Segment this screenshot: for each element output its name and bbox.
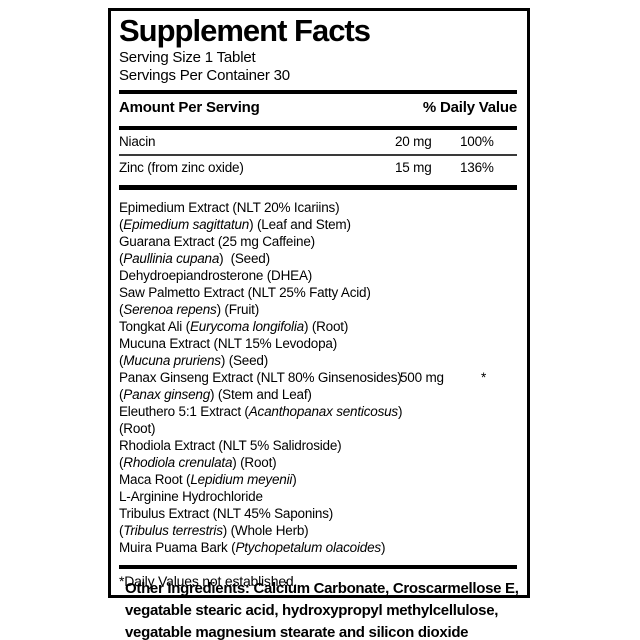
blend-text: Panax Ginseng Extract (NLT 80% Ginsenosi… — [119, 370, 402, 385]
blend-text: ) — [397, 404, 403, 419]
nutrient-name: Zinc (from zinc oxide) — [119, 160, 244, 175]
blend-text: Tongkat Ali ( — [119, 319, 190, 334]
blend-text: ( — [119, 523, 124, 538]
blend-text: Muira Puama Bark ( — [119, 540, 236, 555]
blend-text: ( — [119, 302, 124, 317]
nutrient-amount: 20 mg — [395, 134, 432, 149]
other-ingredients-line: Other Ingredients: Calcium Carbonate, Cr… — [125, 580, 519, 597]
blend-text: ) (Seed) — [219, 251, 270, 266]
botanical-name: Serenoa repens — [123, 302, 217, 317]
blend-line: Tongkat Ali (Eurycoma longifolia) (Root) — [119, 318, 517, 335]
daily-value-footnote: *Daily Values not established. — [119, 573, 298, 589]
blend-text: L-Arginine Hydrochloride — [119, 489, 263, 504]
blend-line: Panax Ginseng Extract (NLT 80% Ginsenosi… — [119, 369, 517, 386]
blend-text: ) (Root) — [303, 319, 349, 334]
blend-text: Rhodiola Extract (NLT 5% Salidroside) — [119, 438, 342, 453]
blend-line: Muira Puama Bark (Ptychopetalum olacoide… — [119, 539, 517, 556]
supplement-facts-panel: Supplement Facts Serving Size 1 Tablet S… — [108, 8, 530, 598]
blend-amount: 500 mg — [400, 370, 444, 385]
blend-text: ) (Root) — [232, 455, 277, 470]
panel-title: Supplement Facts — [119, 13, 371, 48]
blend-line: Eleuthero 5:1 Extract (Acanthopanax sent… — [119, 403, 517, 420]
rule-header-bottom — [119, 126, 517, 130]
rule-blend-top — [119, 185, 517, 190]
servings-per-container: Servings Per Container 30 — [119, 67, 290, 84]
other-ingredients: Other Ingredients: Calcium Carbonate, Cr… — [125, 578, 519, 640]
blend-text: Epimedium Extract (NLT 20% Icariins) — [119, 200, 340, 215]
blend-text: Maca Root ( — [119, 472, 191, 487]
column-header-row: Amount Per Serving % Daily Value — [119, 94, 517, 121]
blend-text: Guarana Extract (25 mg Caffeine) — [119, 234, 315, 249]
botanical-name: Lepidium meyenii — [190, 472, 293, 487]
blend-line: Saw Palmetto Extract (NLT 25% Fatty Acid… — [119, 284, 517, 301]
blend-text: Eleuthero 5:1 Extract ( — [119, 404, 249, 419]
blend-text: ( — [119, 455, 124, 470]
blend-line: (Panax ginseng) (Stem and Leaf) — [119, 386, 517, 403]
blend-text: ( — [119, 353, 124, 368]
botanical-name: Ptychopetalum olacoides — [235, 540, 381, 555]
blend-line: (Mucuna pruriens) (Seed) — [119, 352, 517, 369]
proprietary-blend-list: Epimedium Extract (NLT 20% Icariins) (Epi… — [119, 190, 517, 560]
blend-line: Dehydroepiandrosterone (DHEA) — [119, 267, 517, 284]
other-ingredients-line: vegatable stearic acid, hydroxypropyl me… — [125, 602, 499, 619]
botanical-name: Rhodiola crenulata — [123, 455, 233, 470]
blend-line: (Paullinia cupana) (Seed) — [119, 250, 517, 267]
blend-dv-asterisk: * — [481, 370, 487, 385]
blend-line: Tribulus Extract (NLT 45% Saponins) — [119, 505, 517, 522]
nutrient-dv: 136% — [460, 160, 494, 175]
nutrient-amount: 15 mg — [395, 160, 432, 175]
blend-line: Guarana Extract (25 mg Caffeine) — [119, 233, 517, 250]
blend-line: Maca Root (Lepidium meyenii) — [119, 471, 517, 488]
blend-text: ( — [119, 217, 124, 232]
blend-text: ) (Seed) — [220, 353, 269, 368]
nutrient-row-niacin: Niacin 20 mg 100% — [119, 130, 517, 154]
blend-text: ) (Stem and Leaf) — [210, 387, 312, 402]
rule-footnote-top — [119, 565, 517, 569]
blend-text: Dehydroepiandrosterone (DHEA) — [119, 268, 313, 283]
blend-line: (Root) — [119, 420, 517, 437]
blend-line: Mucuna Extract (NLT 15% Levodopa) — [119, 335, 517, 352]
blend-line: Epimedium Extract (NLT 20% Icariins) — [119, 199, 517, 216]
blend-text: (Root) — [119, 421, 156, 436]
blend-text: ) — [380, 540, 386, 555]
blend-line: L-Arginine Hydrochloride — [119, 488, 517, 505]
blend-text: ( — [119, 387, 124, 402]
botanical-name: Acanthopanax senticosus — [248, 404, 398, 419]
botanical-name: Tribulus terrestris — [123, 523, 223, 538]
header-percent-daily-value: % Daily Value — [422, 99, 517, 116]
blend-text: ) (Fruit) — [216, 302, 260, 317]
blend-line: Rhodiola Extract (NLT 5% Salidroside) — [119, 437, 517, 454]
botanical-name: Eurycoma longifolia — [189, 319, 304, 334]
botanical-name: Mucuna pruriens — [123, 353, 221, 368]
nutrient-name: Niacin — [119, 134, 156, 149]
botanical-name: Paullinia cupana — [123, 251, 220, 266]
header-amount-per-serving: Amount Per Serving — [119, 99, 260, 116]
blend-line: (Tribulus terrestris) (Whole Herb) — [119, 522, 517, 539]
blend-text: ) (Leaf and Stem) — [249, 217, 351, 232]
blend-line: (Rhodiola crenulata) (Root) — [119, 454, 517, 471]
blend-text: ) (Whole Herb) — [222, 523, 309, 538]
blend-text: ) — [292, 472, 297, 487]
serving-size: Serving Size 1 Tablet — [119, 49, 256, 66]
rule-header-top — [119, 90, 517, 94]
blend-text: Tribulus Extract (NLT 45% Saponins) — [119, 506, 334, 521]
nutrient-row-zinc: Zinc (from zinc oxide) 15 mg 136% — [119, 154, 517, 180]
blend-line: (Epimedium sagittatun) (Leaf and Stem) — [119, 216, 517, 233]
blend-line: (Serenoa repens) (Fruit) — [119, 301, 517, 318]
botanical-name: Epimedium sagittatun — [123, 217, 250, 232]
blend-text: Saw Palmetto Extract (NLT 25% Fatty Acid… — [119, 285, 371, 300]
blend-text: ( — [119, 251, 124, 266]
botanical-name: Panax ginseng — [123, 387, 211, 402]
other-ingredients-line: vegatable magnesium stearate and silicon… — [125, 624, 469, 640]
blend-text: Mucuna Extract (NLT 15% Levodopa) — [119, 336, 338, 351]
nutrient-dv: 100% — [460, 134, 494, 149]
